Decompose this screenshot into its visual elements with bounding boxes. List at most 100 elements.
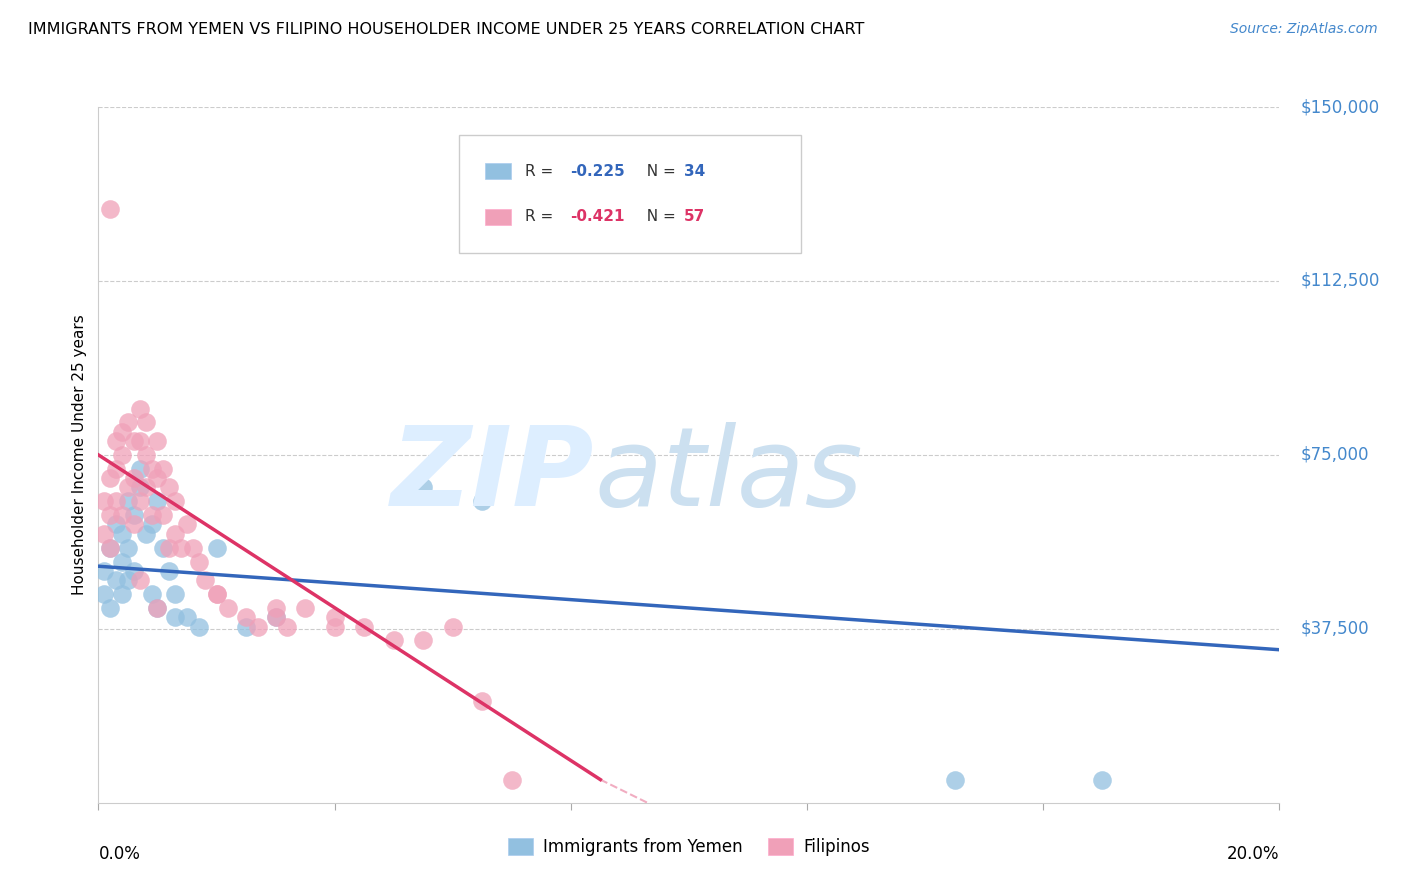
- Point: [217, 601, 239, 615]
- Point: [111, 425, 134, 439]
- Point: [152, 541, 174, 555]
- Point: [128, 573, 150, 587]
- Point: [135, 416, 157, 430]
- Point: [128, 494, 150, 508]
- Text: N =: N =: [637, 210, 681, 225]
- Text: R =: R =: [524, 210, 558, 225]
- Point: [117, 573, 139, 587]
- Y-axis label: Householder Income Under 25 years: Householder Income Under 25 years: [72, 315, 87, 595]
- Point: [128, 434, 150, 448]
- Point: [111, 508, 134, 523]
- Point: [165, 610, 187, 624]
- Point: [181, 541, 204, 555]
- Point: [205, 541, 228, 555]
- Text: 0.0%: 0.0%: [98, 845, 141, 863]
- Point: [105, 494, 128, 508]
- Point: [146, 434, 169, 448]
- Point: [146, 601, 169, 615]
- Point: [117, 416, 139, 430]
- Point: [141, 587, 163, 601]
- Point: [141, 508, 163, 523]
- Point: [501, 772, 523, 787]
- Point: [294, 601, 316, 615]
- Point: [441, 619, 464, 633]
- Point: [111, 448, 134, 462]
- Point: [353, 619, 375, 633]
- Point: [128, 480, 150, 494]
- Point: [98, 471, 121, 485]
- Point: [146, 471, 169, 485]
- Legend: Immigrants from Yemen, Filipinos: Immigrants from Yemen, Filipinos: [501, 830, 877, 864]
- Point: [122, 471, 145, 485]
- FancyBboxPatch shape: [485, 210, 510, 225]
- Point: [170, 541, 193, 555]
- Point: [122, 508, 145, 523]
- Point: [93, 526, 115, 541]
- Point: [98, 601, 121, 615]
- Point: [323, 619, 346, 633]
- Point: [264, 610, 287, 624]
- Point: [93, 564, 115, 578]
- Point: [187, 555, 209, 569]
- Point: [152, 462, 174, 476]
- Point: [1091, 772, 1114, 787]
- Text: Source: ZipAtlas.com: Source: ZipAtlas.com: [1230, 22, 1378, 37]
- Text: 34: 34: [685, 163, 706, 178]
- Text: -0.225: -0.225: [569, 163, 624, 178]
- Point: [412, 633, 434, 648]
- Point: [135, 448, 157, 462]
- Point: [98, 202, 121, 216]
- Point: [135, 480, 157, 494]
- Point: [128, 401, 150, 416]
- Point: [943, 772, 966, 787]
- Text: 20.0%: 20.0%: [1227, 845, 1279, 863]
- Point: [111, 526, 134, 541]
- Point: [105, 573, 128, 587]
- Point: [264, 610, 287, 624]
- Point: [471, 494, 494, 508]
- FancyBboxPatch shape: [485, 163, 510, 178]
- Point: [412, 480, 434, 494]
- Point: [176, 610, 198, 624]
- Point: [157, 564, 180, 578]
- Text: IMMIGRANTS FROM YEMEN VS FILIPINO HOUSEHOLDER INCOME UNDER 25 YEARS CORRELATION : IMMIGRANTS FROM YEMEN VS FILIPINO HOUSEH…: [28, 22, 865, 37]
- Point: [157, 541, 180, 555]
- Point: [111, 587, 134, 601]
- Point: [165, 587, 187, 601]
- Point: [264, 601, 287, 615]
- Point: [141, 517, 163, 532]
- Text: $112,500: $112,500: [1301, 272, 1379, 290]
- Text: -0.421: -0.421: [569, 210, 624, 225]
- Point: [98, 508, 121, 523]
- Point: [93, 587, 115, 601]
- Point: [111, 555, 134, 569]
- Text: $37,500: $37,500: [1301, 620, 1369, 638]
- Point: [117, 480, 139, 494]
- Point: [128, 462, 150, 476]
- Text: $75,000: $75,000: [1301, 446, 1369, 464]
- Point: [105, 462, 128, 476]
- Text: 57: 57: [685, 210, 706, 225]
- Point: [157, 480, 180, 494]
- Point: [152, 508, 174, 523]
- Point: [135, 526, 157, 541]
- Point: [187, 619, 209, 633]
- Point: [323, 610, 346, 624]
- Point: [205, 587, 228, 601]
- Point: [176, 517, 198, 532]
- Text: R =: R =: [524, 163, 558, 178]
- Point: [122, 564, 145, 578]
- Text: ZIP: ZIP: [391, 422, 595, 529]
- Point: [122, 517, 145, 532]
- Text: atlas: atlas: [595, 422, 863, 529]
- Point: [117, 494, 139, 508]
- Point: [276, 619, 298, 633]
- Point: [93, 494, 115, 508]
- Point: [246, 619, 269, 633]
- Point: [141, 462, 163, 476]
- Text: $150,000: $150,000: [1301, 98, 1379, 116]
- Point: [205, 587, 228, 601]
- Point: [146, 494, 169, 508]
- Point: [105, 434, 128, 448]
- Point: [146, 601, 169, 615]
